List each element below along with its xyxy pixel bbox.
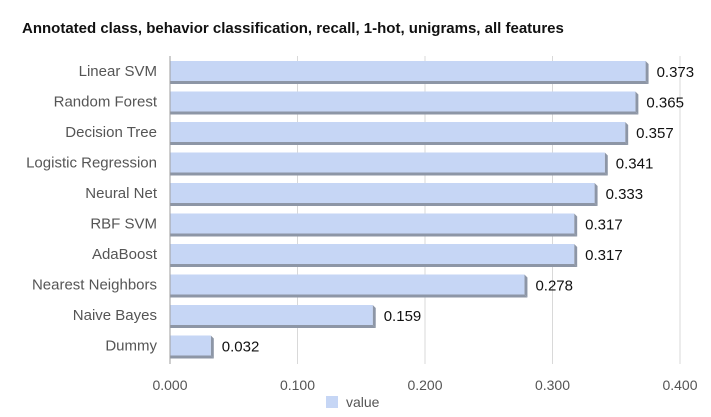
bar <box>170 122 626 142</box>
bar-shadow <box>170 355 214 359</box>
chart-title: Annotated class, behavior classification… <box>22 20 564 37</box>
bar <box>170 183 595 203</box>
bar <box>170 213 575 234</box>
x-tick-label: 0.400 <box>662 377 697 393</box>
category-label: RBF SVM <box>90 216 157 233</box>
value-label: 0.357 <box>636 125 674 142</box>
x-tick-label: 0.300 <box>535 377 570 393</box>
legend: value <box>326 394 379 410</box>
value-label: 0.032 <box>222 339 260 356</box>
bar-shadow <box>170 111 639 115</box>
bar <box>170 335 211 356</box>
bar-side <box>635 91 639 115</box>
bar-side <box>524 274 528 298</box>
value-label: 0.341 <box>616 156 654 173</box>
value-label: 0.317 <box>585 217 623 234</box>
legend-swatch <box>326 396 338 408</box>
category-label: Neural Net <box>85 185 158 202</box>
legend-label: value <box>346 394 380 410</box>
bar-shadow <box>170 142 629 145</box>
bar-shadow <box>170 325 376 328</box>
value-label: 0.278 <box>535 278 573 295</box>
value-label: 0.159 <box>384 308 422 325</box>
bar-shadow <box>170 233 578 237</box>
category-label: Logistic Regression <box>26 155 157 172</box>
value-label: 0.317 <box>585 247 623 264</box>
bar <box>170 244 575 264</box>
bar-shadow <box>170 172 608 176</box>
bar-side <box>210 335 214 359</box>
x-tick-label: 0.000 <box>152 377 187 393</box>
value-label: 0.333 <box>606 186 644 203</box>
bar-shadow <box>170 81 649 84</box>
category-label: Dummy <box>105 338 157 355</box>
bar <box>170 274 525 295</box>
category-label: Linear SVM <box>79 63 157 80</box>
bar <box>170 305 373 325</box>
value-label: 0.373 <box>657 64 695 81</box>
bar-shadow <box>170 294 528 298</box>
bar-side <box>625 122 629 145</box>
category-label: AdaBoost <box>92 246 158 263</box>
bar-side <box>574 213 578 237</box>
bar-side <box>574 244 578 267</box>
bar-side <box>594 183 598 206</box>
value-label: 0.365 <box>646 95 684 112</box>
category-label: Random Forest <box>54 94 158 111</box>
x-tick-label: 0.100 <box>280 377 315 393</box>
bar <box>170 61 646 81</box>
bar <box>170 152 605 173</box>
category-label: Decision Tree <box>65 124 157 141</box>
bar-shadow <box>170 203 598 206</box>
bar-side <box>645 61 649 84</box>
bar <box>170 91 636 112</box>
category-label: Naive Bayes <box>73 307 157 324</box>
bar-side <box>604 152 608 176</box>
bar-side <box>372 305 376 328</box>
bar-shadow <box>170 264 578 267</box>
category-label: Nearest Neighbors <box>32 277 157 294</box>
x-tick-label: 0.200 <box>407 377 442 393</box>
